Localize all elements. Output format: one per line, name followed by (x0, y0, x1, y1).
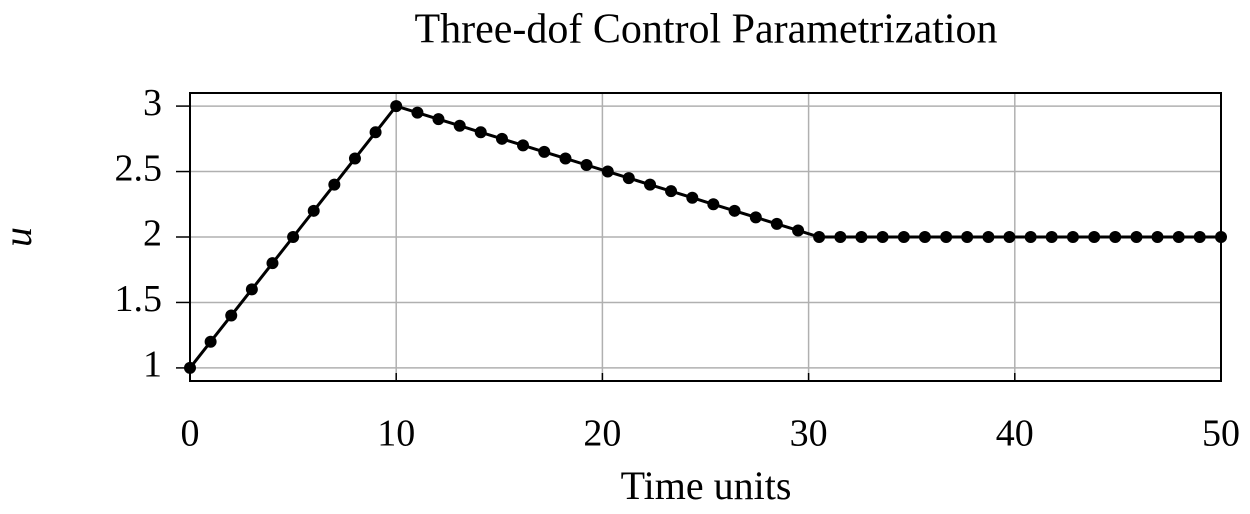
point (266, 257, 279, 270)
x-tick-label: 40 (996, 413, 1034, 455)
point (538, 145, 551, 158)
x-tick-label: 20 (583, 413, 621, 455)
point (665, 185, 678, 198)
point (1130, 231, 1143, 243)
point (601, 165, 614, 178)
point (728, 204, 741, 217)
point (184, 361, 196, 374)
point (474, 126, 487, 139)
point (834, 231, 847, 243)
point (1151, 231, 1164, 243)
point (982, 231, 995, 243)
point (204, 335, 217, 348)
point (517, 139, 530, 152)
x-tick-label: 50 (1202, 413, 1240, 455)
point (876, 231, 889, 243)
point (245, 283, 258, 296)
point (686, 191, 699, 204)
x-tick-label: 0 (181, 413, 200, 455)
point (432, 113, 445, 126)
point (644, 178, 657, 191)
point (287, 231, 300, 243)
point (918, 231, 931, 243)
point (348, 152, 361, 165)
point (559, 152, 572, 165)
point (707, 198, 720, 211)
point (770, 217, 783, 230)
point (411, 106, 424, 119)
y-tick-label: 1 (143, 344, 162, 386)
point (1109, 231, 1122, 243)
point (307, 204, 320, 217)
y-tick-label: 2.5 (115, 147, 163, 189)
point (1193, 231, 1206, 243)
point (390, 100, 403, 113)
point (855, 231, 868, 243)
point (328, 178, 341, 191)
point (369, 126, 382, 139)
y-tick-label: 1.5 (115, 278, 163, 320)
point (792, 224, 805, 237)
point (1024, 231, 1037, 243)
point (1172, 231, 1185, 243)
y-tick-label: 3 (143, 82, 162, 124)
y-axis-label: u (0, 227, 40, 247)
point (622, 172, 635, 185)
x-tick-label: 10 (377, 413, 415, 455)
chart-title: Three-dof Control Parametrization (414, 7, 997, 53)
point (897, 231, 910, 243)
point (225, 309, 238, 322)
point (1215, 231, 1227, 243)
point (1088, 231, 1101, 243)
x-axis-label: Time units (621, 463, 792, 508)
point (813, 231, 826, 243)
point (1003, 231, 1016, 243)
point (961, 231, 974, 243)
x-tick-label: 30 (790, 413, 828, 455)
point (1045, 231, 1058, 243)
point (495, 132, 508, 145)
point (940, 231, 953, 243)
point (453, 119, 466, 132)
point (749, 211, 762, 224)
point (580, 159, 593, 171)
point (1066, 231, 1079, 243)
y-tick-label: 2 (143, 213, 162, 255)
